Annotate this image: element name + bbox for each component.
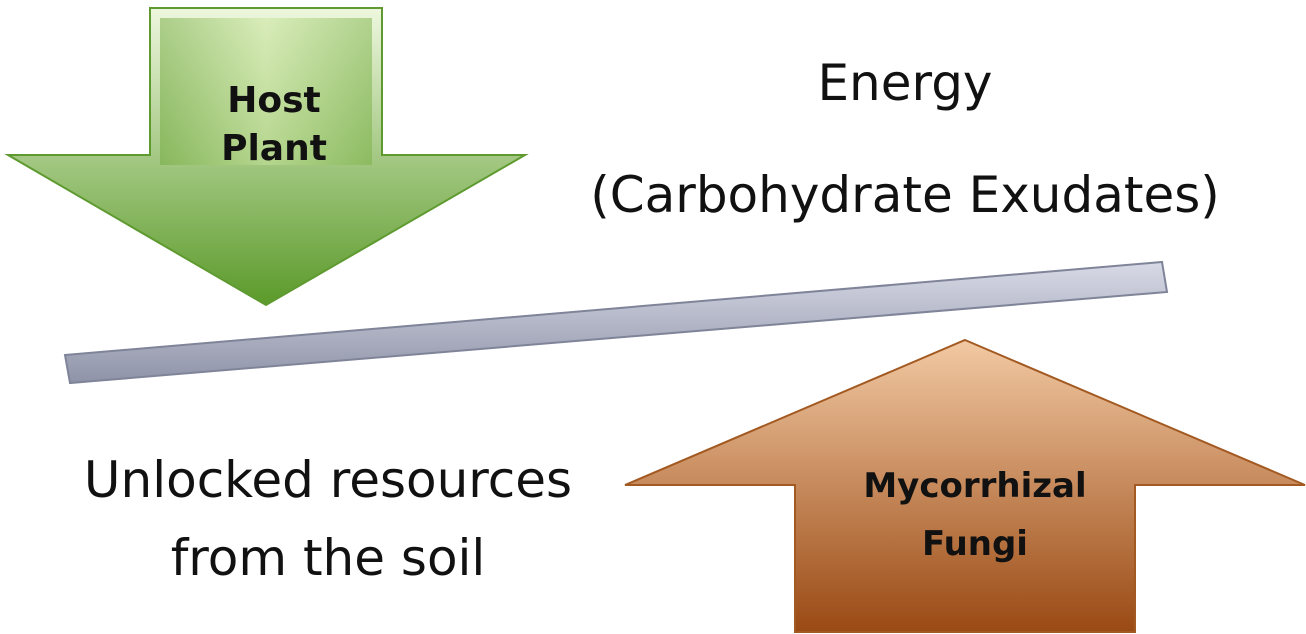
text-line: Unlocked resources bbox=[84, 451, 572, 509]
text-line: Plant bbox=[221, 128, 327, 169]
node-label: Mycorrhizal Fungi bbox=[863, 466, 1086, 564]
text-line: Mycorrhizal bbox=[863, 466, 1086, 506]
text-line: from the soil bbox=[171, 529, 486, 587]
text-line: (Carbohydrate Exudates) bbox=[590, 166, 1220, 224]
node-label: Host Plant bbox=[221, 80, 327, 169]
text-line: Fungi bbox=[922, 524, 1028, 564]
arrow-highlight bbox=[160, 18, 372, 165]
resources-label: Unlocked resources from the soil bbox=[84, 451, 572, 587]
energy-label: Energy (Carbohydrate Exudates) bbox=[590, 54, 1220, 224]
balance-beam bbox=[63, 260, 1169, 385]
text-line: Host bbox=[227, 80, 321, 121]
fungi-arrow bbox=[624, 338, 1306, 633]
text-line: Energy bbox=[817, 54, 992, 112]
